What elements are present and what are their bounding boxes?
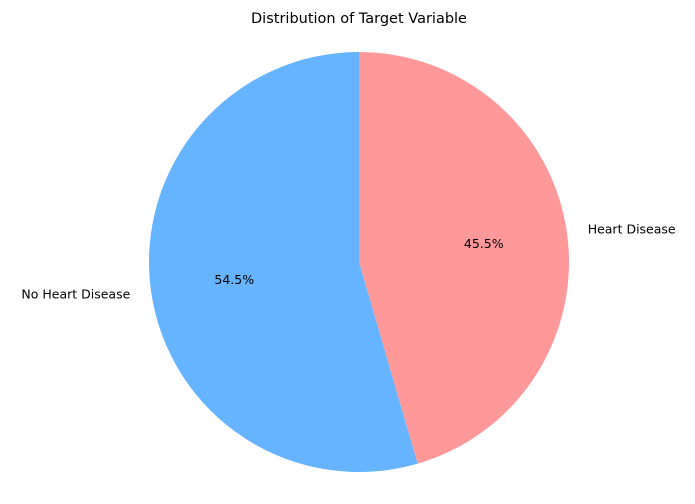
pie-slice-heart-disease — [359, 52, 570, 464]
pie-labels: Heart Disease 45.5% No Heart Disease 54.5% — [21, 221, 676, 301]
pie-slices — [149, 52, 570, 472]
slice-label: Heart Disease — [588, 221, 676, 236]
slice-percent-label: 54.5% — [214, 272, 254, 287]
slice-percent-label: 45.5% — [464, 236, 504, 251]
chart-title: Distribution of Target Variable — [251, 11, 467, 27]
slice-label: No Heart Disease — [21, 287, 130, 302]
pie-slice-no-heart-disease — [149, 52, 418, 472]
